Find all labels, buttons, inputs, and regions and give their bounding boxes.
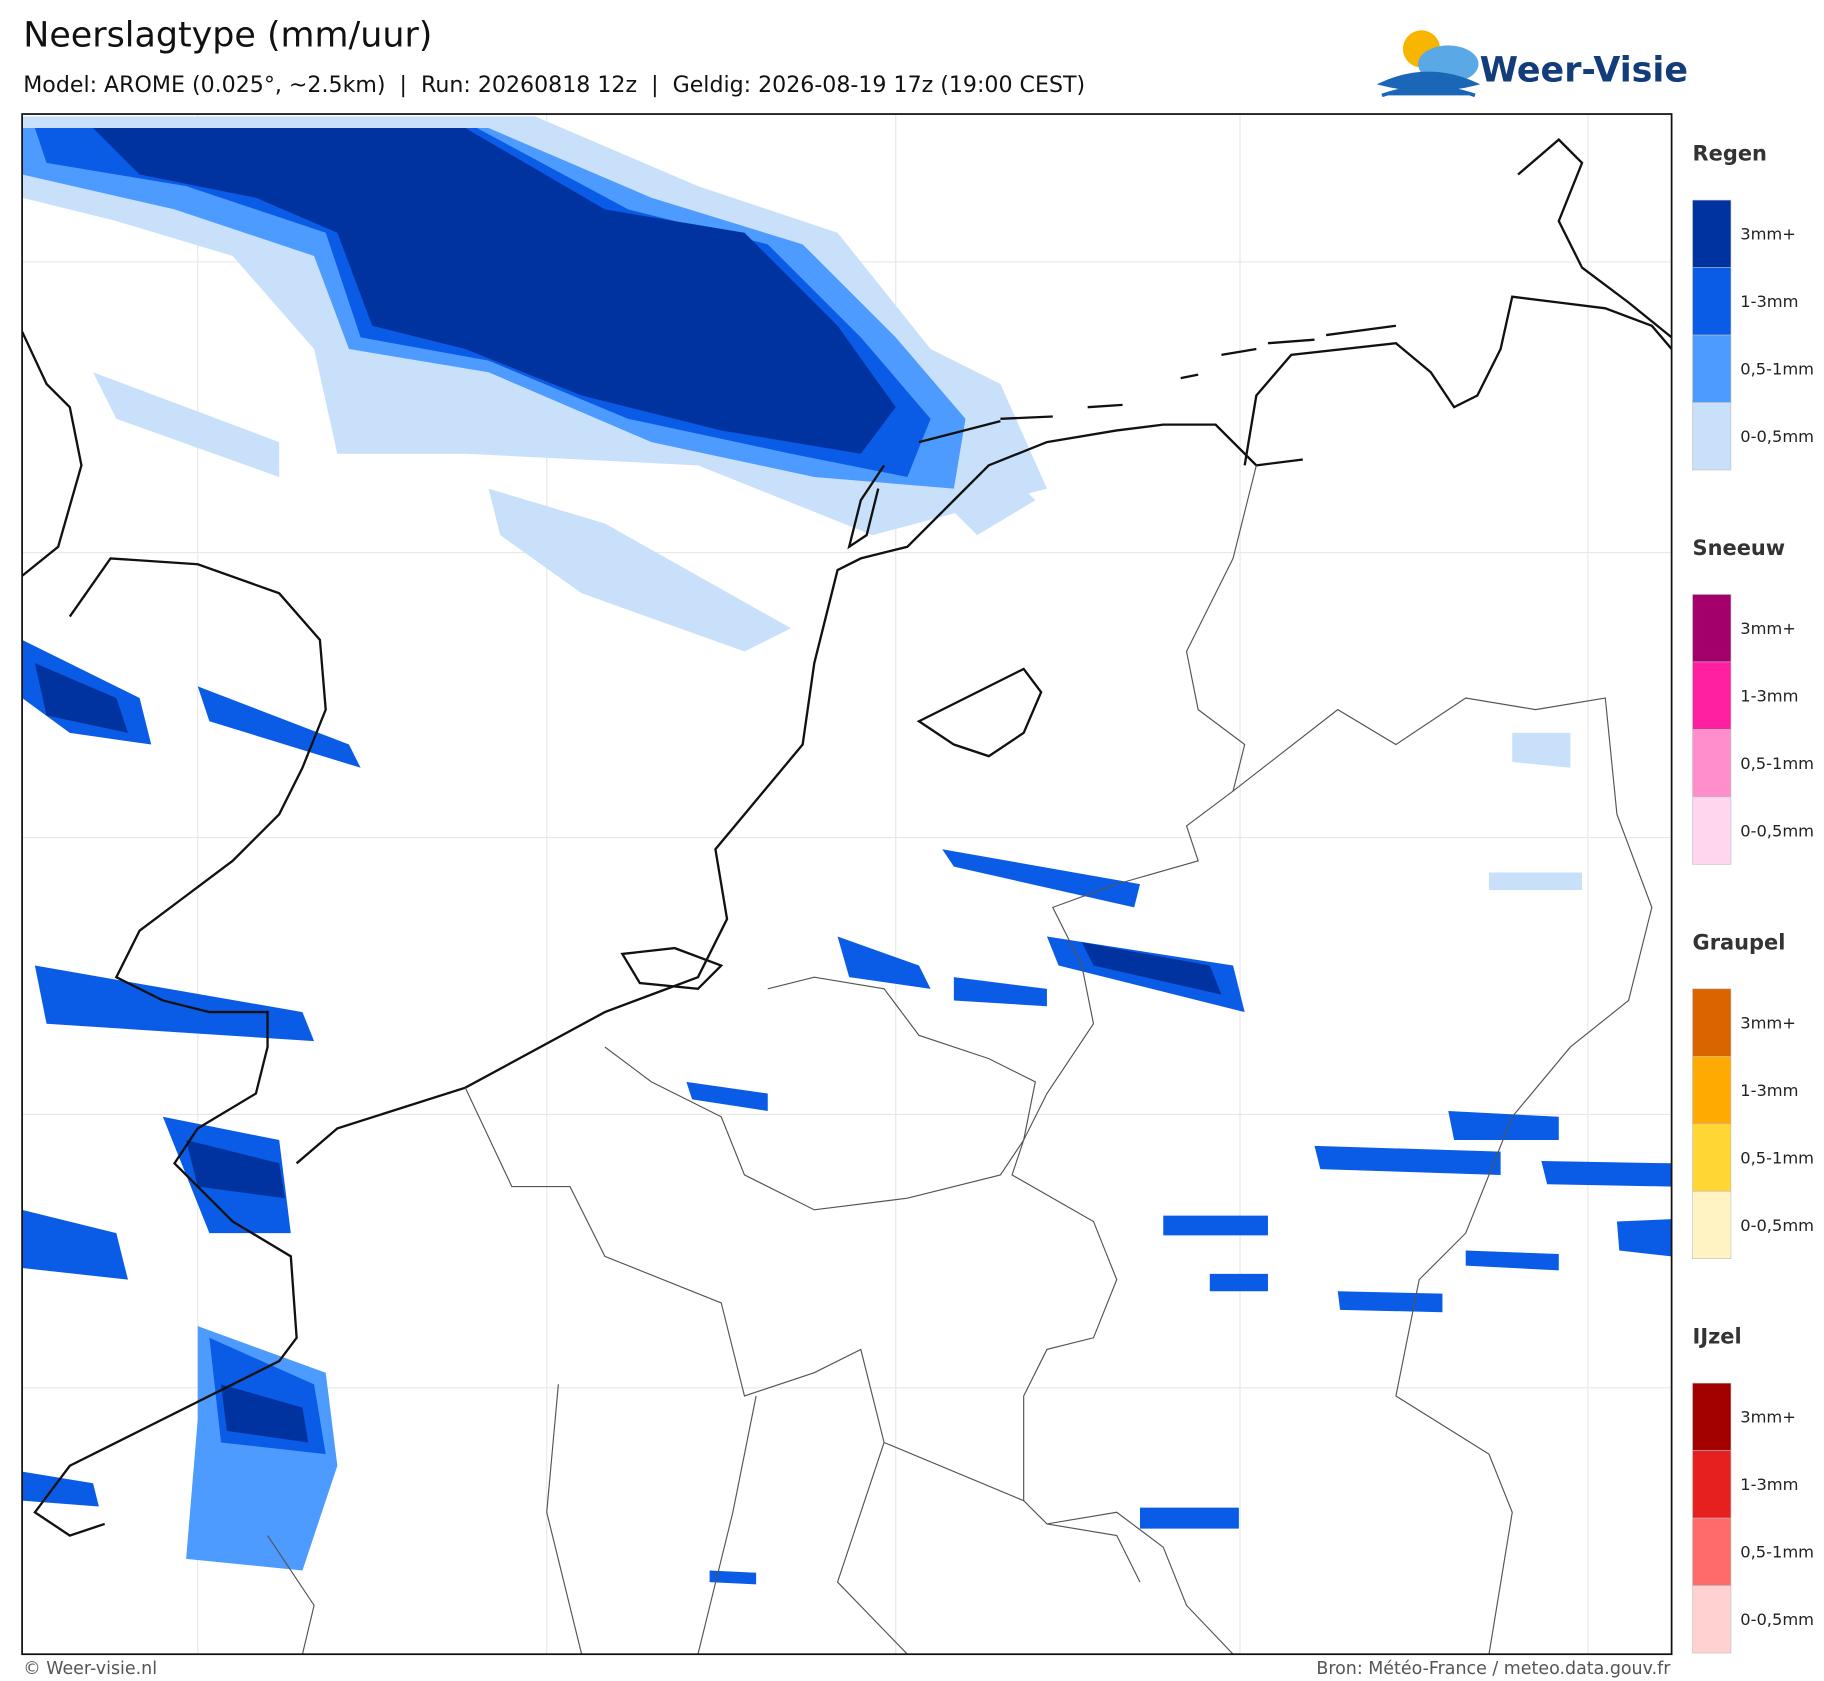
legend-swatch bbox=[1692, 661, 1732, 730]
subtitle: Model: AROME (0.025°, ~2.5km) | Run: 202… bbox=[23, 72, 1085, 98]
map bbox=[21, 113, 1673, 1656]
title: Neerslagtype (mm/uur) bbox=[23, 16, 432, 56]
legend-swatch bbox=[1692, 334, 1732, 403]
legend-label: 3mm+ bbox=[1740, 225, 1796, 244]
legend-swatch bbox=[1692, 402, 1732, 471]
legend-swatch bbox=[1692, 1517, 1732, 1586]
legend-label: 0-0,5mm bbox=[1740, 427, 1814, 446]
legend-label: 0-0,5mm bbox=[1740, 1610, 1814, 1629]
legend-label: 1-3mm bbox=[1740, 686, 1798, 705]
logo-wave bbox=[1376, 71, 1481, 98]
legend-section-title: Regen bbox=[1693, 142, 1767, 166]
legend-label: 3mm+ bbox=[1740, 1013, 1796, 1032]
legend-label: 3mm+ bbox=[1740, 1408, 1796, 1427]
legend-swatch bbox=[1692, 267, 1732, 336]
legend-label: 0,5-1mm bbox=[1740, 1148, 1814, 1167]
map-frame bbox=[21, 113, 1673, 1656]
legend-label: 0-0,5mm bbox=[1740, 821, 1814, 840]
legend-section-title: Sneeuw bbox=[1693, 536, 1786, 560]
legend-label: 0,5-1mm bbox=[1740, 360, 1814, 379]
legend-label: 1-3mm bbox=[1740, 292, 1798, 311]
footer-right: Bron: Météo-France / meteo.data.gouv.fr bbox=[1316, 1659, 1671, 1679]
legend-swatch bbox=[1692, 1123, 1732, 1192]
legend-swatch bbox=[1692, 1382, 1732, 1451]
legend-label: 0,5-1mm bbox=[1740, 1543, 1814, 1562]
legend-swatch bbox=[1692, 988, 1732, 1057]
legend-swatch bbox=[1692, 199, 1732, 268]
legend-label: 1-3mm bbox=[1740, 1081, 1798, 1100]
legend: Regen 3mm+ 1-3mm 0,5-1mm 0-0,5mm Sneeuw 3mm+ 1-… bbox=[1692, 142, 1814, 1654]
footer-left: © Weer-visie.nl bbox=[23, 1659, 157, 1679]
logo-text: Weer-Visie bbox=[1480, 50, 1688, 90]
logo: Weer-Visie bbox=[1376, 30, 1688, 98]
legend-swatch bbox=[1692, 796, 1732, 865]
legend-section-title: Graupel bbox=[1693, 930, 1786, 954]
legend-swatch bbox=[1692, 1190, 1732, 1259]
borders bbox=[267, 465, 1653, 1655]
legend-label: 0-0,5mm bbox=[1740, 1216, 1814, 1235]
legend-label: 0,5-1mm bbox=[1740, 754, 1814, 773]
legend-swatch bbox=[1692, 1055, 1732, 1125]
legend-section-title: IJzel bbox=[1693, 1325, 1742, 1349]
legend-label: 3mm+ bbox=[1740, 619, 1796, 638]
precipitation bbox=[22, 116, 1672, 1585]
coastlines bbox=[22, 138, 1672, 1537]
legend-swatch bbox=[1692, 729, 1732, 798]
legend-swatch bbox=[1692, 1450, 1732, 1519]
legend-swatch bbox=[1692, 1585, 1732, 1654]
legend-swatch bbox=[1692, 594, 1732, 663]
legend-label: 1-3mm bbox=[1740, 1475, 1798, 1494]
